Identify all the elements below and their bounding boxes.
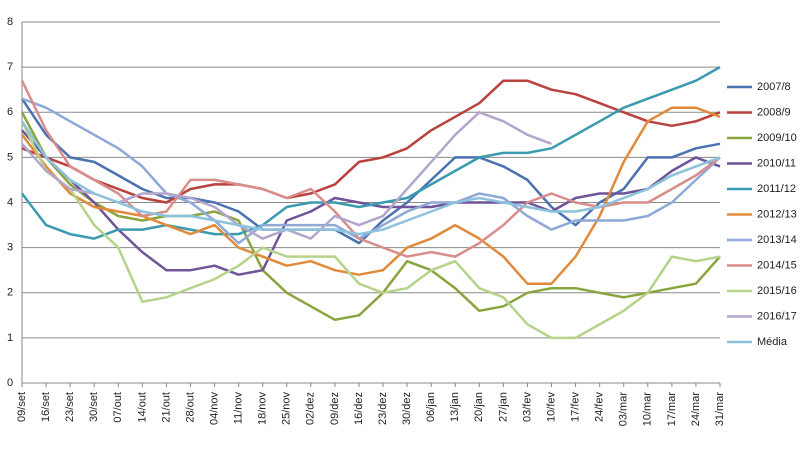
x-tick-label: 28/out bbox=[184, 392, 196, 423]
legend-label: Média bbox=[757, 336, 788, 348]
x-tick-label: 03/mar bbox=[618, 392, 630, 427]
x-tick-label: 18/nov bbox=[257, 392, 269, 426]
x-tick-label: 09/set bbox=[16, 392, 28, 422]
x-tick-label: 09/dez bbox=[329, 392, 341, 425]
y-tick-label: 0 bbox=[7, 377, 13, 389]
legend-label: 2016/17 bbox=[757, 310, 797, 322]
x-tick-label: 02/dez bbox=[305, 392, 317, 425]
x-tick-label: 24/fev bbox=[594, 392, 606, 422]
x-tick-label: 30/dez bbox=[401, 392, 413, 425]
x-tick-label: 04/nov bbox=[208, 392, 220, 426]
x-tick-label: 30/set bbox=[88, 392, 100, 422]
series-line bbox=[20, 120, 721, 236]
x-tick-label: 11/nov bbox=[233, 392, 245, 425]
x-tick-label: 31/mar bbox=[714, 392, 726, 427]
legend-label: 2008/9 bbox=[757, 106, 791, 118]
legend-label: 2012/13 bbox=[757, 208, 797, 220]
x-tick-label: 20/jan bbox=[473, 392, 485, 422]
x-tick-label: 17/mar bbox=[666, 392, 678, 427]
x-tick-label: 07/out bbox=[112, 392, 124, 423]
x-tick-label: 24/mar bbox=[690, 392, 702, 427]
y-tick-label: 8 bbox=[7, 16, 13, 28]
x-tick-label: 23/dez bbox=[377, 392, 389, 425]
x-tick-label: 17/fev bbox=[569, 392, 581, 422]
y-tick-label: 4 bbox=[7, 196, 13, 208]
legend-label: 2009/10 bbox=[757, 132, 797, 144]
legend-label: 2010/11 bbox=[757, 157, 796, 169]
y-tick-label: 7 bbox=[7, 61, 13, 73]
series-line bbox=[20, 120, 721, 340]
y-tick-label: 1 bbox=[7, 332, 13, 344]
series-line bbox=[21, 66, 721, 240]
x-tick-label: 10/fev bbox=[545, 392, 557, 422]
y-tick-label: 2 bbox=[7, 287, 13, 299]
y-tick-label: 6 bbox=[7, 106, 13, 118]
x-tick-label: 06/jan bbox=[425, 392, 437, 422]
x-tick-label: 16/dez bbox=[353, 392, 365, 425]
y-tick-label: 3 bbox=[7, 242, 13, 254]
legend-label: 2014/15 bbox=[757, 259, 797, 271]
legend-label: 2013/14 bbox=[757, 234, 797, 246]
x-tick-label: 13/jan bbox=[449, 392, 461, 422]
x-tick-label: 21/out bbox=[160, 392, 172, 423]
x-tick-label: 27/jan bbox=[497, 392, 509, 422]
legend-label: 2015/16 bbox=[757, 285, 797, 297]
x-tick-label: 03/fev bbox=[521, 392, 533, 422]
x-tick-label: 10/mar bbox=[642, 392, 654, 427]
series-line bbox=[21, 79, 721, 204]
x-tick-label: 25/nov bbox=[281, 392, 293, 426]
y-tick-label: 5 bbox=[7, 151, 13, 163]
x-tick-label: 16/set bbox=[40, 392, 52, 422]
legend-label: 2007/8 bbox=[757, 81, 791, 93]
x-tick-label: 23/set bbox=[64, 392, 76, 422]
legend-label: 2011/12 bbox=[757, 183, 796, 195]
series-line bbox=[21, 106, 721, 285]
series-line bbox=[20, 111, 721, 322]
x-tick-label: 14/out bbox=[136, 392, 148, 423]
